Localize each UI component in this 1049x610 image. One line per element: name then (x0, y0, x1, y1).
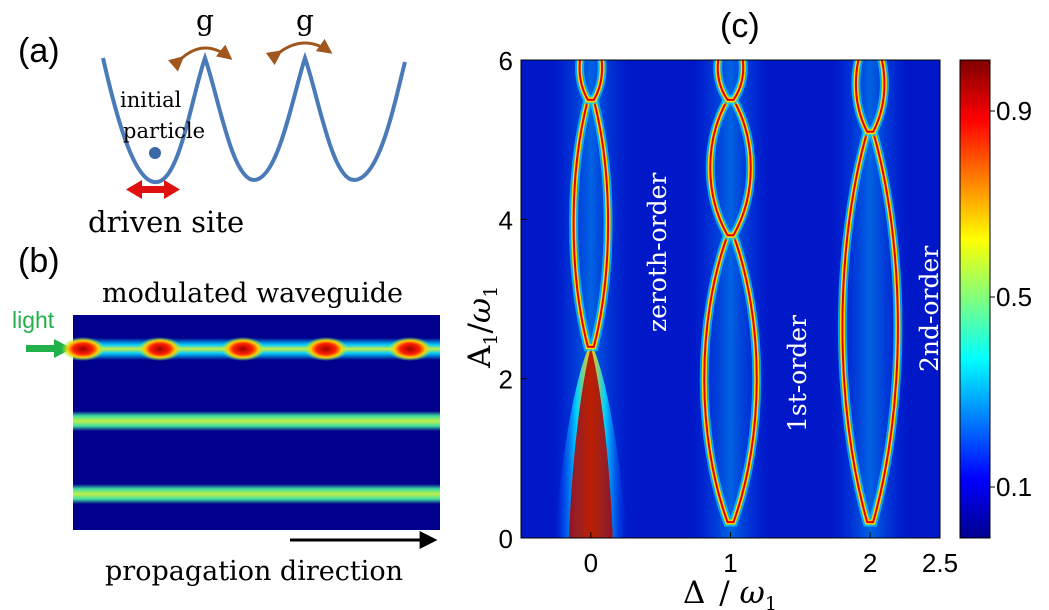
second-order-lobe-top-core (855, 60, 886, 133)
x-tick-label: 2 (863, 548, 877, 578)
zeroth-order-lobe-top-core (578, 60, 603, 101)
y-tick-label: 2 (499, 365, 513, 395)
x-tick-label: 2.5 (922, 548, 958, 578)
first-order-lobe-top-core (716, 60, 745, 101)
light-label: light (12, 307, 55, 333)
waveguide-title: modulated waveguide (102, 278, 403, 309)
svg-text:A1/ω1: A1/ω1 (462, 286, 502, 369)
beam-intensity-peaks (61, 337, 432, 361)
double-well-potential (101, 51, 407, 184)
colorbar-tick-label: 0.1 (996, 472, 1032, 502)
initial-particle-icon (149, 147, 161, 159)
panel-c-label: (c) (720, 7, 760, 45)
y-tick-label: 6 (499, 46, 513, 76)
band-label-zeroth: zeroth-order (643, 173, 672, 332)
particle-label-line2: particle (123, 119, 205, 143)
zeroth-order-core (568, 346, 613, 538)
particle-label-line1: initial (120, 88, 182, 112)
x-tick-label: 1 (723, 548, 737, 578)
y-axis-label: A1/ω1 (462, 286, 502, 369)
band-halo (692, 60, 769, 538)
colorbar-tick-label: 0.5 (996, 282, 1032, 312)
panel-b: (b) modulated waveguide light propagatio… (12, 242, 440, 587)
colorbar-tick-label: 0.9 (996, 96, 1032, 126)
waveguide-stripe-2 (73, 411, 440, 431)
y-tick-label: 0 (499, 524, 513, 554)
y-axis-ticks: 0 2 4 6 (499, 46, 527, 554)
drive-arrow-icon (126, 180, 180, 199)
beam-intensity-peak (388, 337, 432, 361)
driven-site-label: driven site (88, 205, 244, 239)
beam-intensity-peak (304, 337, 348, 361)
beam-intensity-peak (221, 337, 265, 361)
coupling-g-right: g (296, 4, 314, 37)
panel-c: (c) 0 1 2 2.5 0 2 4 6 A1/ω1 Δ / ω1 zeroth-orde… (462, 7, 1032, 610)
x-axis-ticks: 0 1 2 2.5 (584, 532, 958, 578)
colorbar-ticks: 0.9 0.5 0.1 (990, 96, 1032, 502)
coupling-arrow-left-icon (168, 44, 233, 72)
x-axis-label: Δ / ω1 (683, 575, 777, 610)
panel-a: (a) g g initial particle driven site (18, 4, 407, 239)
heatmap-resonance-bands (552, 60, 909, 538)
propagation-label: propagation direction (105, 556, 403, 587)
panel-a-label: (a) (18, 32, 60, 70)
beam-intensity-peak (138, 337, 182, 361)
panel-b-label: (b) (18, 242, 60, 280)
coupling-g-left: g (196, 4, 214, 37)
band-label-first: 1st-order (783, 315, 812, 432)
colorbar (959, 59, 991, 539)
coupling-arrow-right-icon (265, 38, 333, 66)
waveguide-stripe-3 (73, 484, 440, 504)
band-label-second: 2nd-order (915, 246, 944, 372)
svg-text:Δ / ω1: Δ / ω1 (683, 575, 777, 610)
beam-intensity-peak (61, 337, 105, 361)
y-tick-label: 4 (499, 205, 513, 235)
heatmap (521, 60, 940, 538)
x-tick-label: 0 (584, 548, 598, 578)
